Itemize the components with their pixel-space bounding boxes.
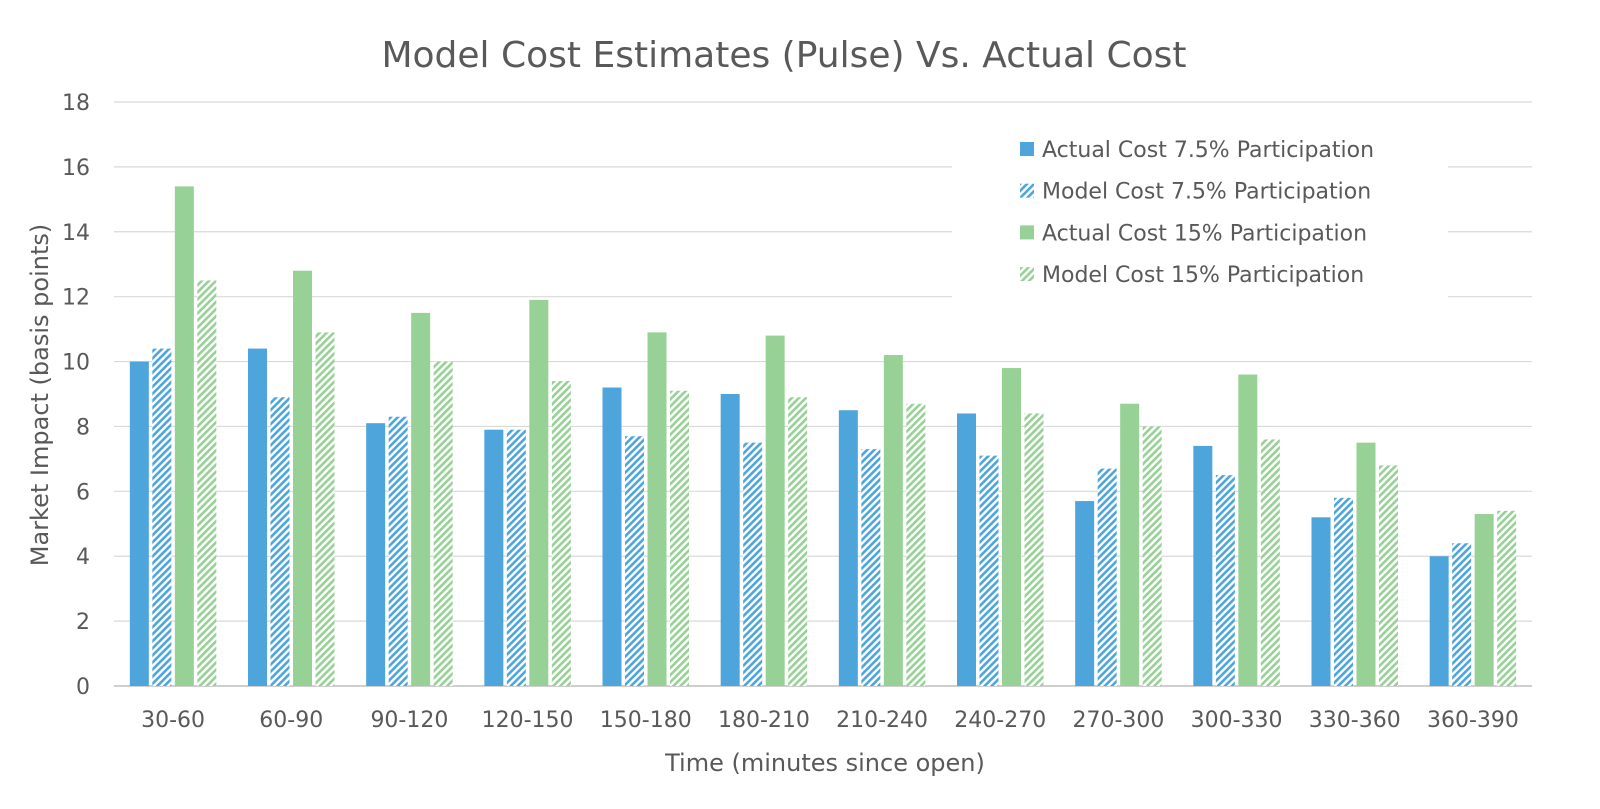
x-tick-label: 30-60 bbox=[141, 708, 205, 733]
legend-swatch bbox=[1020, 183, 1034, 198]
bar bbox=[765, 335, 785, 686]
y-tick-label: 12 bbox=[62, 286, 90, 311]
bar bbox=[433, 361, 453, 686]
legend-swatch bbox=[1020, 225, 1034, 240]
bar bbox=[129, 361, 149, 686]
bar bbox=[625, 436, 644, 686]
bar bbox=[248, 348, 267, 686]
y-axis-ticks: 0 2 4 6 8 10 12 14 16 18 bbox=[62, 91, 90, 700]
y-tick-label: 10 bbox=[62, 351, 90, 376]
bar bbox=[720, 394, 740, 686]
legend-swatch bbox=[1020, 142, 1034, 156]
bar bbox=[174, 186, 194, 686]
y-tick-label: 16 bbox=[62, 156, 90, 181]
x-tick-label: 60-90 bbox=[259, 708, 323, 733]
bar bbox=[1024, 413, 1044, 686]
x-tick-label: 90-120 bbox=[370, 708, 448, 733]
y-tick-label: 0 bbox=[76, 675, 90, 700]
bar bbox=[1379, 465, 1398, 686]
x-tick-label: 330-360 bbox=[1309, 708, 1401, 733]
bar bbox=[1193, 445, 1213, 686]
gridlines bbox=[114, 101, 1532, 687]
bar bbox=[1260, 439, 1280, 686]
bar bbox=[647, 332, 667, 686]
bar bbox=[1002, 368, 1021, 686]
bar bbox=[411, 312, 431, 686]
bar bbox=[1452, 543, 1472, 686]
bar bbox=[743, 442, 763, 686]
legend-box bbox=[952, 126, 1448, 300]
bar bbox=[293, 270, 312, 686]
x-tick-label: 210-240 bbox=[836, 708, 928, 733]
bar bbox=[602, 387, 622, 686]
bar bbox=[366, 423, 386, 686]
bar bbox=[957, 413, 976, 686]
bar bbox=[979, 455, 999, 686]
x-axis-ticks: 30-60 60-90 90-120 120-150 150-180 180-210 210… bbox=[141, 708, 1519, 733]
bar bbox=[1311, 517, 1331, 686]
bar bbox=[1334, 497, 1353, 686]
bar bbox=[1075, 501, 1095, 686]
bar bbox=[1097, 468, 1117, 686]
legend-swatch bbox=[1020, 267, 1034, 282]
bar bbox=[1474, 514, 1494, 686]
y-axis-label: Market Impact (basis points) bbox=[26, 224, 54, 566]
x-tick-label: 270-300 bbox=[1072, 708, 1164, 733]
bar bbox=[388, 416, 408, 686]
bar bbox=[670, 390, 689, 686]
legend-label: Actual Cost 7.5% Participation bbox=[1042, 138, 1374, 163]
bar bbox=[315, 332, 335, 686]
chart-title: Model Cost Estimates (Pulse) Vs. Actual … bbox=[381, 35, 1186, 76]
bar bbox=[1142, 426, 1162, 686]
x-tick-label: 360-390 bbox=[1427, 708, 1519, 733]
bar bbox=[197, 280, 217, 686]
legend: Actual Cost 7.5% Participation Model Cost… bbox=[952, 126, 1448, 300]
y-tick-label: 14 bbox=[62, 221, 90, 246]
y-tick-label: 4 bbox=[76, 545, 90, 570]
legend-label: Model Cost 7.5% Participation bbox=[1042, 180, 1371, 205]
bar bbox=[1497, 510, 1517, 686]
bar bbox=[152, 348, 172, 686]
legend-label: Actual Cost 15% Participation bbox=[1042, 221, 1367, 246]
x-tick-label: 240-270 bbox=[954, 708, 1046, 733]
bar bbox=[270, 397, 290, 686]
bar bbox=[484, 429, 504, 686]
x-axis-label: Time (minutes since open) bbox=[664, 749, 985, 777]
x-tick-label: 150-180 bbox=[600, 708, 692, 733]
y-tick-label: 2 bbox=[76, 610, 90, 635]
y-tick-label: 6 bbox=[76, 480, 90, 505]
bar bbox=[1429, 556, 1449, 686]
bar bbox=[1120, 403, 1140, 686]
bar bbox=[788, 397, 808, 686]
bars bbox=[129, 186, 1517, 686]
bar bbox=[506, 429, 526, 686]
bar bbox=[861, 449, 881, 686]
bar bbox=[1356, 442, 1376, 686]
bar bbox=[529, 299, 549, 686]
x-tick-label: 300-330 bbox=[1191, 708, 1283, 733]
bar bbox=[1238, 374, 1258, 686]
y-tick-label: 18 bbox=[62, 91, 90, 116]
bar bbox=[906, 403, 926, 686]
bar bbox=[883, 355, 903, 686]
y-tick-label: 8 bbox=[76, 415, 90, 440]
legend-label: Model Cost 15% Participation bbox=[1042, 263, 1364, 288]
x-tick-label: 120-150 bbox=[482, 708, 574, 733]
x-tick-label: 180-210 bbox=[718, 708, 810, 733]
bar bbox=[1215, 475, 1235, 686]
bar bbox=[838, 410, 858, 686]
bar bbox=[551, 381, 571, 686]
